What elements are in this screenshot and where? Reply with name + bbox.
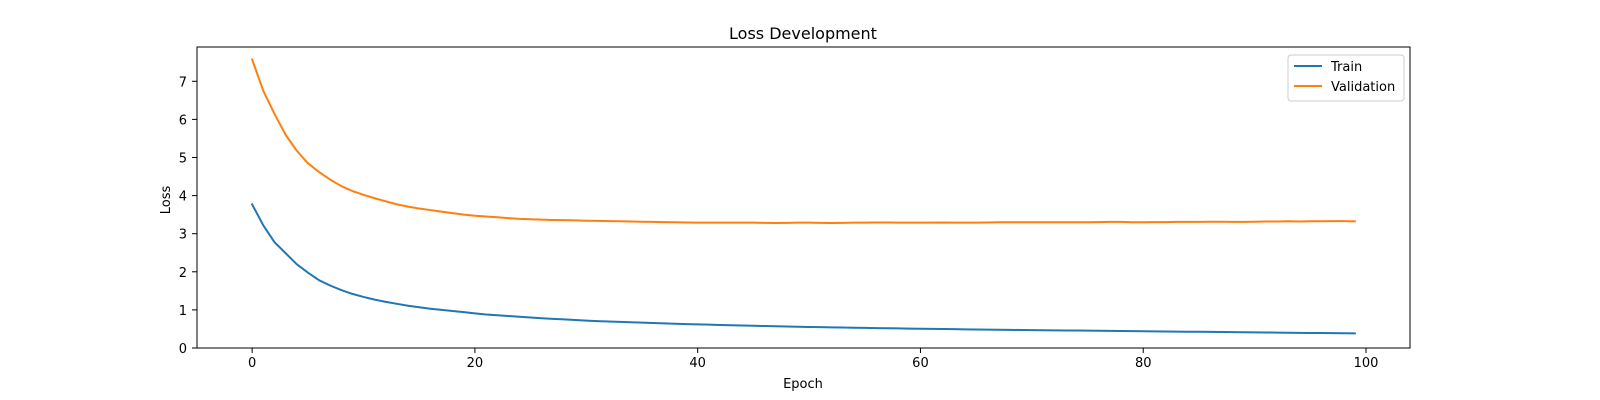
plot-area: 0 20 40 60 80 100 0 1 2 3 4 5 6 7: [179, 46, 1411, 371]
x-tick-label: 100: [1354, 356, 1379, 371]
y-tick-label: 7: [179, 75, 187, 90]
x-tick-label: 0: [248, 356, 256, 371]
y-tick-label: 3: [179, 228, 187, 243]
x-tick-label: 40: [689, 356, 706, 371]
y-tick-label: 6: [179, 113, 187, 128]
legend-label-validation: Validation: [1331, 80, 1395, 95]
x-axis-label: Epoch: [783, 377, 823, 392]
series-line-train: [250, 203, 1356, 335]
y-axis-label: Loss: [159, 186, 174, 215]
legend-label-train: Train: [1330, 60, 1362, 75]
x-tick-label: 80: [1135, 356, 1152, 371]
series-line-validation: [250, 58, 1356, 225]
y-tick-label: 5: [179, 151, 187, 166]
chart-title: Loss Development: [729, 24, 877, 43]
y-tick-label: 4: [179, 190, 187, 205]
plot-frame: [196, 46, 1411, 349]
y-tick-label: 1: [179, 304, 187, 319]
y-tick-label: 2: [179, 266, 187, 281]
x-tick-label: 20: [467, 356, 484, 371]
x-tick-label: 60: [912, 356, 929, 371]
legend: Train Validation: [1287, 54, 1405, 102]
y-tick-label: 0: [179, 342, 187, 357]
